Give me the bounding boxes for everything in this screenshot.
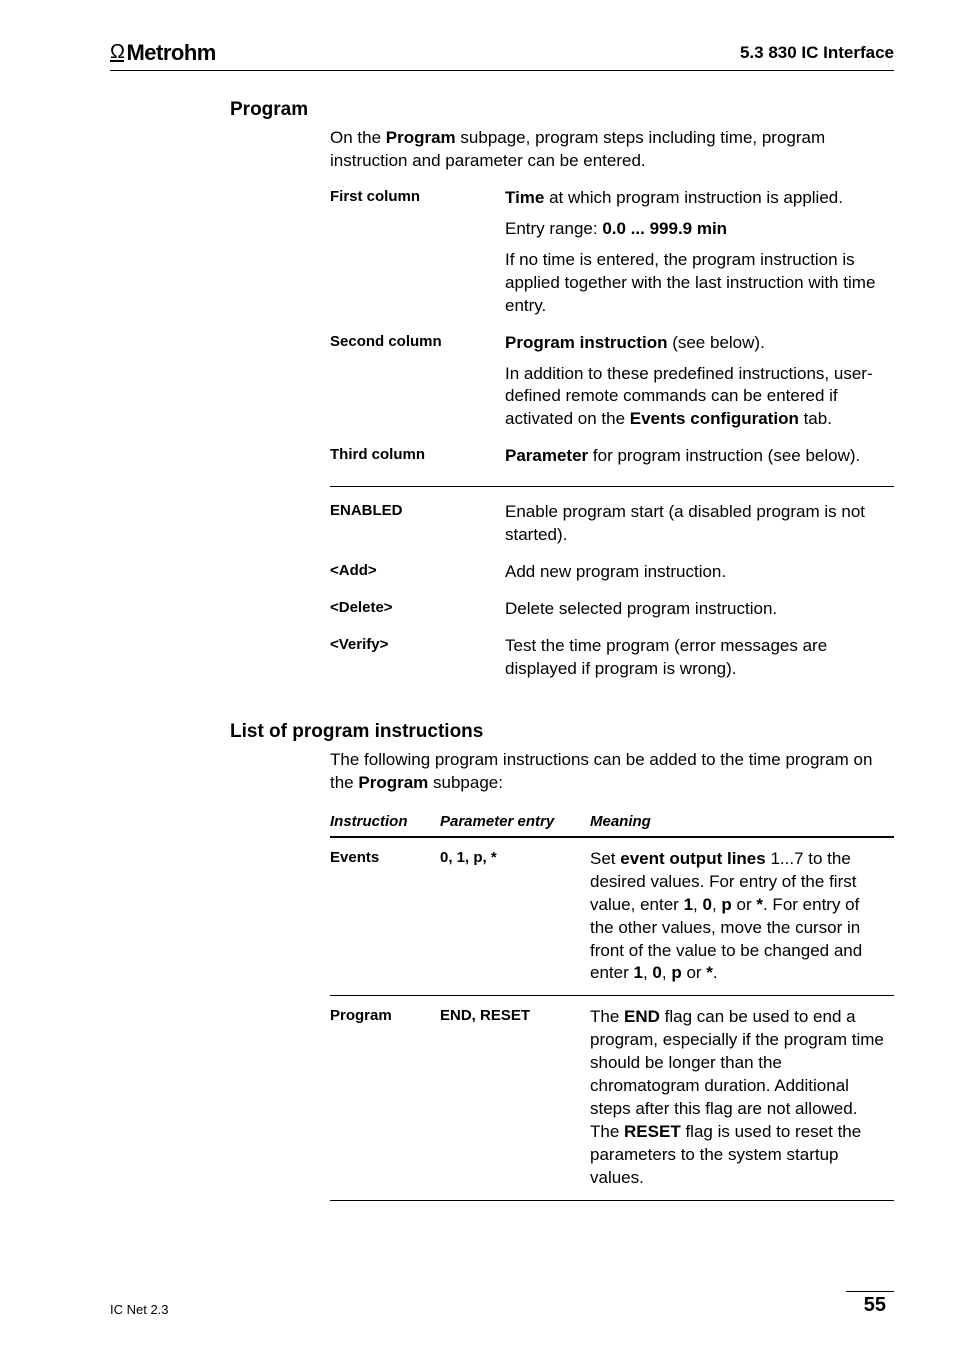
def-row-enabled: ENABLED Enable program start (a disabled… [330, 501, 894, 547]
definition: Test the time program (error messages ar… [505, 635, 894, 681]
term: Second column [330, 332, 505, 432]
term: First column [330, 187, 505, 318]
col-instruction: Instruction [330, 809, 440, 837]
text-bold: Parameter [505, 446, 588, 465]
page-number: 55 [846, 1291, 894, 1317]
cell-parameter: END, RESET [440, 996, 590, 1201]
table-row: Events0, 1, p, *Set event output lines 1… [330, 837, 894, 996]
cell-meaning: The END flag can be used to end a progra… [590, 996, 894, 1201]
text-bold: p [671, 963, 681, 982]
term: <Add> [330, 561, 505, 584]
instructions-table: Instruction Parameter entry Meaning Even… [330, 809, 894, 1201]
text-bold: Time [505, 188, 544, 207]
page-footer: IC Net 2.3 55 [110, 1291, 894, 1317]
definition: Add new program instruction. [505, 561, 894, 584]
text: , [662, 963, 671, 982]
text-bold: RESET [624, 1122, 681, 1141]
col-meaning: Meaning [590, 809, 894, 837]
def-row-delete: <Delete> Delete selected program instruc… [330, 598, 894, 621]
cell-instruction: Events [330, 837, 440, 996]
text-bold: 1 [684, 895, 693, 914]
text: for program instruction (see below). [588, 446, 860, 465]
term: <Delete> [330, 598, 505, 621]
section-reference: 5.3 830 IC Interface [740, 43, 894, 63]
term: <Verify> [330, 635, 505, 681]
text-bold: END [624, 1007, 660, 1026]
logo-text: Metrohm [126, 40, 215, 66]
text: flag can be used to end a program, espec… [590, 1007, 884, 1141]
definition: Program instruction (see below). In addi… [505, 332, 894, 432]
definition-list-1: First column Time at which program instr… [330, 187, 894, 468]
text-bold: * [706, 963, 713, 982]
cell-parameter: 0, 1, p, * [440, 837, 590, 996]
cell-instruction: Program [330, 996, 440, 1201]
text: If no time is entered, the program instr… [505, 249, 894, 318]
definition: Enable program start (a disabled program… [505, 501, 894, 547]
cell-meaning: Set event output lines 1...7 to the desi… [590, 837, 894, 996]
text: , [643, 963, 652, 982]
text-bold: p [721, 895, 731, 914]
text-bold: 1 [633, 963, 642, 982]
definition: Time at which program instruction is app… [505, 187, 894, 318]
text: On the [330, 128, 386, 147]
program-title: Program [230, 99, 894, 121]
omega-icon: Ω [110, 44, 124, 62]
text: . [713, 963, 718, 982]
text-bold: 0.0 ... 999.9 min [602, 219, 727, 238]
table-header-row: Instruction Parameter entry Meaning [330, 809, 894, 837]
list-intro: The following program instructions can b… [330, 749, 894, 795]
table-row: ProgramEND, RESETThe END flag can be use… [330, 996, 894, 1201]
definition: Parameter for program instruction (see b… [505, 445, 894, 468]
text: or [732, 895, 757, 914]
text-bold: 0 [652, 963, 661, 982]
list-section: List of program instructions The followi… [110, 721, 894, 1201]
brand-logo: ΩMetrohm [110, 40, 216, 66]
def-row-verify: <Verify> Test the time program (error me… [330, 635, 894, 681]
program-intro: On the Program subpage, program steps in… [330, 127, 894, 173]
page-header: ΩMetrohm 5.3 830 IC Interface [110, 40, 894, 71]
definition-list-2: ENABLED Enable program start (a disabled… [330, 501, 894, 681]
col-parameter: Parameter entry [440, 809, 590, 837]
text-bold: Events configuration [630, 409, 799, 428]
text-bold: Program instruction [505, 333, 667, 352]
text: , [712, 895, 721, 914]
text-bold: Program [358, 773, 428, 792]
text-bold: Program [386, 128, 456, 147]
text-bold: event output lines [620, 849, 765, 868]
text-bold: 0 [702, 895, 711, 914]
def-row-first-column: First column Time at which program instr… [330, 187, 894, 318]
text: Entry range: [505, 219, 602, 238]
text-bold: * [756, 895, 763, 914]
divider [330, 486, 894, 487]
list-title: List of program instructions [230, 721, 894, 743]
term: ENABLED [330, 501, 505, 547]
text: Set [590, 849, 620, 868]
text: at which program instruction is applied. [544, 188, 843, 207]
text: tab. [799, 409, 832, 428]
definition: Delete selected program instruction. [505, 598, 894, 621]
text: or [682, 963, 707, 982]
text: The [590, 1007, 624, 1026]
footer-product: IC Net 2.3 [110, 1302, 169, 1317]
text: (see below). [667, 333, 764, 352]
def-row-second-column: Second column Program instruction (see b… [330, 332, 894, 432]
text: subpage: [428, 773, 503, 792]
def-row-add: <Add> Add new program instruction. [330, 561, 894, 584]
def-row-third-column: Third column Parameter for program instr… [330, 445, 894, 468]
term: Third column [330, 445, 505, 468]
